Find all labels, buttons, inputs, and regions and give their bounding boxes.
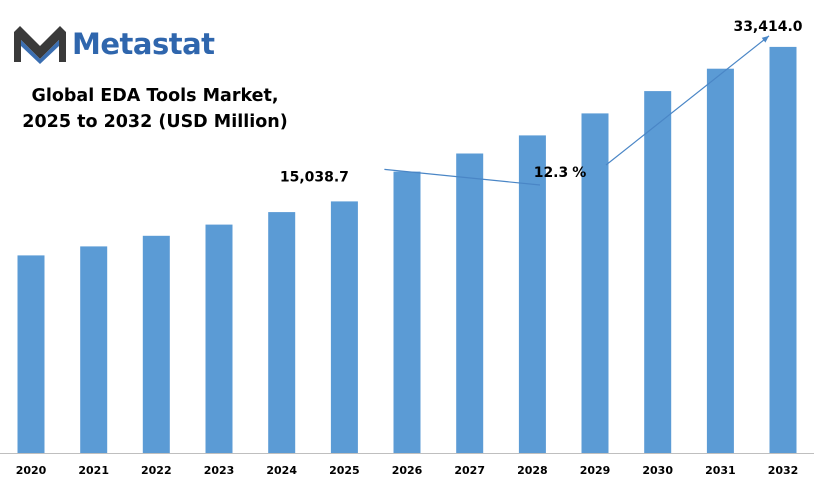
x-tick-label-2031: 2031	[705, 464, 736, 477]
x-tick-labels: 2020 2021 2022 2023 2024 2025 2026 2027 2028 2029…	[16, 464, 799, 477]
chart-title-line-2: 2025 to 2032 (USD Million)	[22, 112, 288, 132]
x-tick-label-2030: 2030	[642, 464, 673, 477]
brand-name: Metastat	[72, 27, 215, 61]
bar-2030	[644, 91, 672, 453]
x-tick-label-2029: 2029	[580, 464, 611, 477]
x-tick-label-2020: 2020	[16, 464, 47, 477]
x-tick-label-2032: 2032	[768, 464, 799, 477]
data-label-2032: 33,414.0	[733, 19, 802, 35]
bar-2024	[268, 212, 296, 453]
bars-group	[17, 46, 797, 454]
bar-2020	[17, 255, 45, 453]
growth-arrow-segment-2	[605, 35, 770, 166]
bar-2022	[142, 235, 170, 453]
bar-2032	[769, 46, 797, 454]
x-tick-label-2026: 2026	[392, 464, 423, 477]
x-tick-label-2028: 2028	[517, 464, 548, 477]
bar-2021	[80, 246, 108, 453]
annotations: 15,038.7 33,414.0 12.3%	[280, 19, 803, 186]
growth-arrow-segment-1	[384, 168, 541, 186]
brand-logo: Metastat	[12, 24, 215, 64]
bar-2023	[205, 224, 233, 453]
x-tick-label-2021: 2021	[78, 464, 109, 477]
bar-2026	[393, 171, 421, 453]
bar-2027	[456, 153, 484, 453]
chart-title: Global EDA Tools Market, 2025 to 2032 (U…	[20, 83, 290, 135]
growth-rate-label: 12.3%	[534, 165, 587, 181]
bar-2028	[518, 135, 546, 453]
bar-2031	[706, 68, 734, 453]
chart-title-line-1: Global EDA Tools Market,	[31, 86, 279, 106]
x-tick-label-2024: 2024	[266, 464, 297, 477]
x-tick-label-2027: 2027	[454, 464, 485, 477]
metastat-logo-icon	[14, 26, 66, 64]
x-tick-label-2023: 2023	[204, 464, 235, 477]
growth-rate-value: 12.3	[534, 165, 569, 181]
x-tick-label-2025: 2025	[329, 464, 360, 477]
growth-rate-unit: %	[572, 165, 586, 181]
x-tick-label-2022: 2022	[141, 464, 172, 477]
bar-2029	[581, 113, 609, 454]
data-label-2025: 15,038.7	[280, 169, 349, 185]
bar-2025	[330, 201, 358, 453]
